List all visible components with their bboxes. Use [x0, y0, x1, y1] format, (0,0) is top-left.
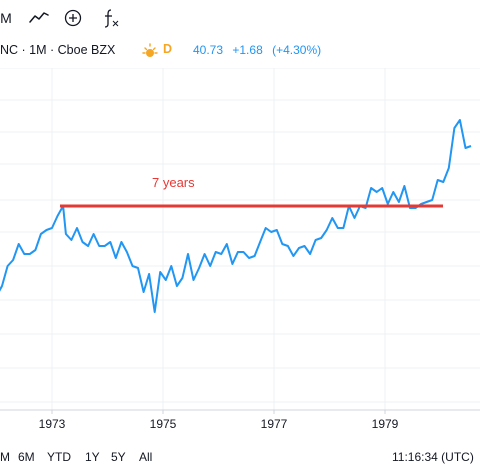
symbol-legend: NC · 1M · Cboe BZX D 40.73 +1.68 (+4.30%…: [0, 40, 480, 62]
trend-annotation-label: 7 years: [152, 175, 195, 190]
price-chart[interactable]: 1973 1975 1977 1979 7 years: [0, 68, 480, 440]
indicators-fx-icon[interactable]: [100, 6, 122, 30]
market-status-sun-icon: [141, 42, 159, 58]
top-toolbar: M: [0, 0, 480, 36]
range-button-ytd[interactable]: YTD: [47, 450, 71, 464]
quote-values: 40.73 +1.68 (+4.30%): [193, 43, 327, 57]
symbol-title[interactable]: NC · 1M · Cboe BZX: [0, 43, 116, 57]
price-series-line: [0, 119, 472, 313]
range-button-1y[interactable]: 1Y: [85, 450, 100, 464]
range-bar: M 6M YTD 1Y 5Y All 11:16:34 (UTC): [0, 440, 480, 470]
utc-clock: 11:16:34 (UTC): [392, 450, 474, 464]
add-compare-icon[interactable]: [62, 6, 84, 30]
time-axis: 1973 1975 1977 1979: [39, 410, 399, 431]
x-tick-label: 1975: [150, 417, 177, 431]
range-button-6m[interactable]: 6M: [18, 450, 35, 464]
range-button-1m[interactable]: M: [0, 450, 10, 464]
x-tick-label: 1973: [39, 417, 66, 431]
price-change: +1.68: [232, 43, 263, 57]
price-change-percent: (+4.30%): [272, 43, 322, 57]
line-chart-icon[interactable]: [28, 6, 50, 30]
range-button-all[interactable]: All: [139, 450, 153, 464]
interval-label: M: [0, 10, 12, 26]
x-tick-label: 1979: [372, 417, 399, 431]
interval-button[interactable]: M: [0, 6, 12, 30]
x-tick-label: 1977: [261, 417, 288, 431]
last-price: 40.73: [193, 43, 224, 57]
market-status-badge: D: [163, 42, 173, 56]
range-button-5y[interactable]: 5Y: [111, 450, 126, 464]
